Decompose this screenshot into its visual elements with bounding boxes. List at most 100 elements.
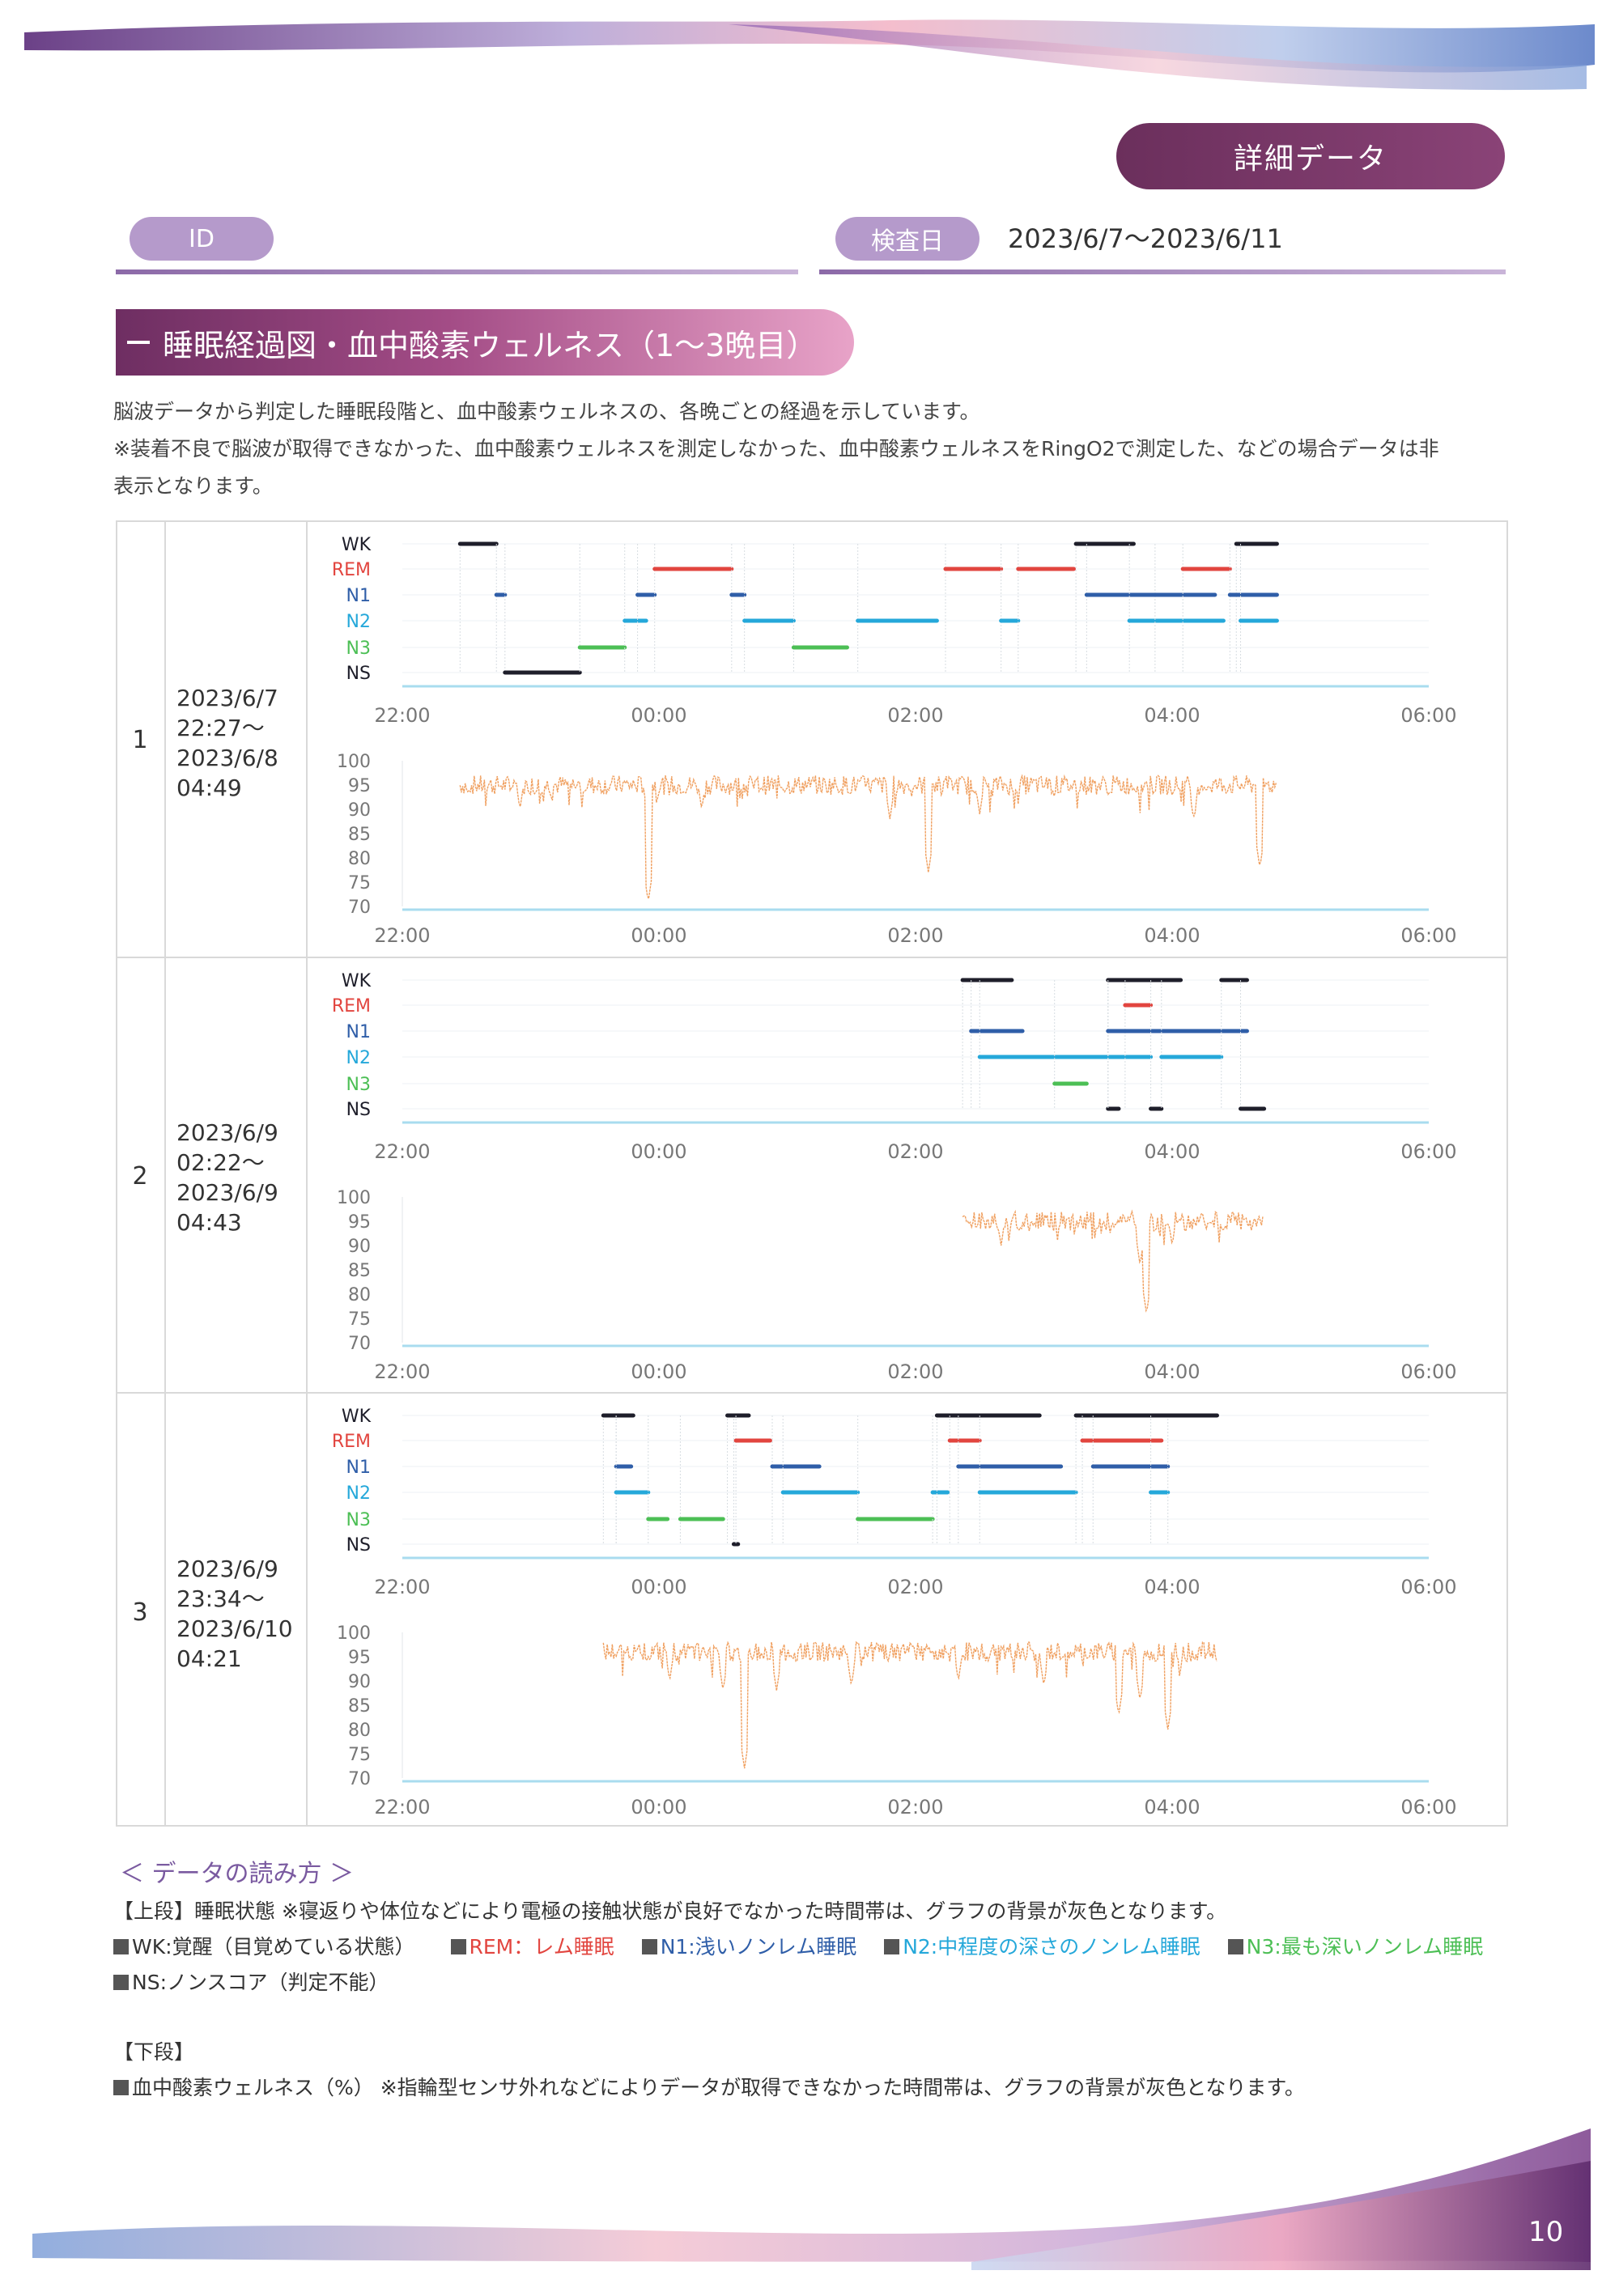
- legend-title: ＜ データの読み方 ＞: [120, 1860, 355, 1888]
- stage-label: REM: [332, 560, 371, 580]
- night-3-charts: WK REM N1 N2 N3 NS 22:00 00:00 02:00 04:00 06:00 10…: [332, 1407, 1457, 1819]
- x-tick-label: 02:00: [887, 1140, 943, 1163]
- square-icon: [113, 1939, 129, 1954]
- stage-label: NS: [346, 664, 371, 684]
- x-tick-label: 06:00: [1400, 1796, 1456, 1819]
- legend-rem: REM：レム睡眠: [450, 1935, 614, 1959]
- legend-lower-text: 血中酸素ウェルネス（%） ※指輪型センサ外れなどによりデータが取得できなかった時…: [132, 2076, 1305, 2099]
- y-tick-label: 95: [348, 1648, 371, 1668]
- date-line: 2023/6/8: [176, 745, 278, 771]
- legend-n3-text: N3:最も深いノンレム睡眠: [1246, 1935, 1484, 1959]
- stage-label: WK: [342, 971, 372, 991]
- legend-stage-row: WK:覚醒（目覚めている状態） REM：レム睡眠 N1:浅いノンレム睡眠 N2:…: [113, 1931, 1483, 1960]
- stage-label: N1: [346, 1458, 371, 1478]
- y-tick-label: 70: [348, 1769, 371, 1789]
- stage-label: N3: [346, 1510, 371, 1530]
- y-tick-label: 75: [348, 1309, 371, 1330]
- square-icon: [450, 1939, 466, 1954]
- hypnogram-segments: [601, 1413, 1219, 1547]
- square-icon: [113, 2080, 129, 2095]
- night-number: 1: [132, 726, 148, 754]
- y-tick-label: 80: [348, 1721, 371, 1741]
- header-wave-banner: [24, 19, 1595, 91]
- row-divider: [116, 1392, 1508, 1394]
- x-tick-label: 00:00: [631, 924, 686, 947]
- x-tick-label: 00:00: [631, 1140, 686, 1163]
- legend-wk-text: WK:覚醒（目覚めている状態）: [132, 1935, 415, 1959]
- section-title-text: 睡眠経過図・血中酸素ウェルネス（1〜3晩目）: [163, 327, 818, 363]
- date-underline: [819, 269, 1506, 274]
- x-tick-label: 04:00: [1144, 1360, 1200, 1383]
- stage-label: WK: [342, 1407, 372, 1427]
- x-tick-label: 04:00: [1144, 1576, 1200, 1598]
- legend-ns-text: NS:ノンスコア（判定不能）: [132, 1971, 389, 1994]
- y-tick-label: 90: [348, 1672, 371, 1692]
- night-date-range: 2023/6/9 02:22〜 2023/6/9 04:43: [176, 1118, 306, 1237]
- date-line: 2023/6/10: [176, 1615, 293, 1642]
- y-tick-label: 70: [348, 898, 371, 918]
- y-tick-label: 90: [348, 1237, 371, 1257]
- legend-ns: NS:ノンスコア（判定不能）: [113, 1967, 389, 1996]
- section-title: 睡眠経過図・血中酸素ウェルネス（1〜3晩目）: [116, 309, 854, 376]
- night-date-range: 2023/6/9 23:34〜 2023/6/10 04:21: [176, 1554, 306, 1674]
- x-tick-label: 02:00: [887, 1576, 943, 1598]
- x-tick-label: 06:00: [1400, 1576, 1456, 1598]
- exam-date-label: 検査日: [835, 217, 979, 261]
- stage-label: N3: [346, 1075, 371, 1095]
- description-line: ※装着不良で脳波が取得できなかった、血中酸素ウェルネスを測定しなかった、血中酸素…: [113, 437, 1439, 460]
- stage-label: REM: [332, 996, 371, 1016]
- section-description: 脳波データから判定した睡眠段階と、血中酸素ウェルネスの、各晩ごとの経過を示してい…: [113, 393, 1514, 505]
- legend-n1-text: N1:浅いノンレム睡眠: [660, 1935, 857, 1959]
- stage-label: N2: [346, 1483, 371, 1504]
- night-number: 2: [132, 1162, 148, 1190]
- y-tick-label: 85: [348, 825, 371, 845]
- legend-n2-text: N2:中程度の深さのノンレム睡眠: [903, 1935, 1200, 1959]
- stage-label: N2: [346, 612, 371, 632]
- nights-table: [116, 520, 1508, 1827]
- y-tick-label: 80: [348, 849, 371, 869]
- x-tick-label: 04:00: [1144, 1796, 1200, 1819]
- stage-label: N1: [346, 1022, 371, 1042]
- stage-label: N2: [346, 1048, 371, 1068]
- night-date-range: 2023/6/7 22:27〜 2023/6/8 04:49: [176, 683, 306, 803]
- square-icon: [1227, 1939, 1243, 1954]
- x-tick-label: 00:00: [631, 1576, 686, 1598]
- y-tick-label: 100: [337, 1623, 371, 1644]
- detail-data-badge: 詳細データ: [1116, 123, 1505, 189]
- stage-label: NS: [346, 1100, 371, 1120]
- date-line: 02:22〜: [176, 1149, 265, 1176]
- y-tick-label: 70: [348, 1334, 371, 1354]
- id-underline: [116, 269, 798, 274]
- stage-label: REM: [332, 1432, 371, 1452]
- legend-n3: N3:最も深いノンレム睡眠: [1227, 1935, 1484, 1959]
- legend-n1: N1:浅いノンレム睡眠: [641, 1935, 857, 1959]
- description-line: 脳波データから判定した睡眠段階と、血中酸素ウェルネスの、各晩ごとの経過を示してい…: [113, 400, 980, 423]
- legend-lower: 血中酸素ウェルネス（%） ※指輪型センサ外れなどによりデータが取得できなかった時…: [113, 2072, 1305, 2101]
- page-number: 10: [1528, 2216, 1564, 2248]
- x-tick-label: 00:00: [631, 1360, 686, 1383]
- hypnogram-segments: [960, 978, 1267, 1111]
- x-tick-label: 02:00: [887, 924, 943, 947]
- legend-n2: N2:中程度の深さのノンレム睡眠: [884, 1935, 1200, 1959]
- square-icon: [641, 1939, 657, 1954]
- y-tick-label: 100: [337, 752, 371, 772]
- x-tick-label: 00:00: [631, 1796, 686, 1819]
- x-tick-label: 06:00: [1400, 1140, 1456, 1163]
- row-divider: [116, 957, 1508, 958]
- footer-wave-banner: [0, 2128, 1619, 2296]
- x-tick-label: 22:00: [374, 1140, 430, 1163]
- y-tick-label: 90: [348, 800, 371, 821]
- y-tick-label: 75: [348, 1745, 371, 1765]
- x-tick-label: 02:00: [887, 1796, 943, 1819]
- stage-label: WK: [342, 535, 372, 555]
- x-tick-label: 22:00: [374, 1576, 430, 1598]
- date-line: 04:49: [176, 775, 242, 801]
- date-line: 23:34〜: [176, 1585, 265, 1612]
- y-tick-label: 85: [348, 1696, 371, 1717]
- hypnogram-grid: [402, 543, 1429, 673]
- x-tick-label: 22:00: [374, 1796, 430, 1819]
- y-tick-label: 85: [348, 1261, 371, 1281]
- x-tick-label: 06:00: [1400, 1360, 1456, 1383]
- square-icon: [884, 1939, 900, 1954]
